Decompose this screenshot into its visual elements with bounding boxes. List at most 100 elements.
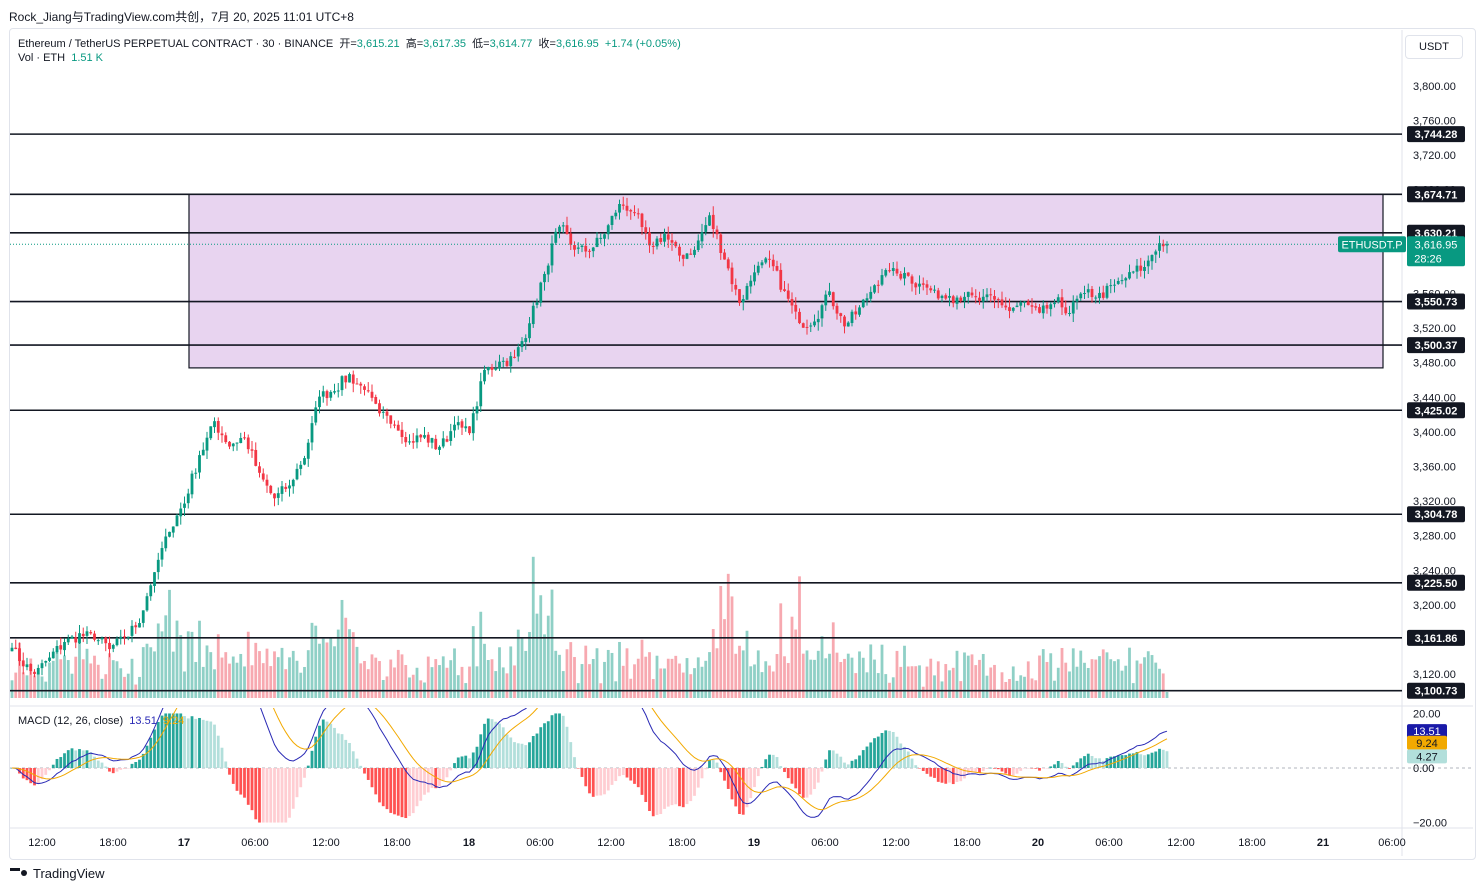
macd-histogram-bar [66,750,70,768]
macd-histogram-bar [1053,764,1056,768]
volume-bar [820,636,824,698]
volume-bar [55,651,59,698]
volume-bar [235,662,239,698]
volume-bar [85,648,89,698]
volume-bar [14,672,18,698]
time-axis-tick: 19 [748,837,760,849]
volume-bar [89,663,93,698]
volume-bar [261,663,265,698]
macd-histogram-bar [340,734,344,768]
volume-bar [194,661,198,698]
macd-histogram-bar [846,764,850,768]
volume-bar [1109,659,1113,698]
volume-bar [246,631,250,698]
volume-label[interactable]: Vol · ETH [18,52,66,64]
volume-bar [453,648,456,698]
macd-histogram-bar [820,768,824,772]
candle-body [194,472,198,474]
macd-histogram-bar [490,719,494,768]
volume-bar [595,648,599,698]
volume-bar [250,665,254,698]
volume-bar [850,657,854,698]
range-box[interactable] [188,193,1384,369]
volume-bar [584,645,588,698]
macd-histogram-bar [1124,755,1128,768]
candle-body [790,299,794,306]
level-label: 3,550.73 [1415,297,1458,309]
candle-body [1086,289,1090,293]
symbol-tag-bg[interactable] [1338,236,1406,253]
candle-body [186,493,190,504]
volume-bar [408,677,411,698]
candle-body [423,435,426,438]
macd-histogram-bar [48,768,51,771]
candle-body [1079,293,1083,299]
candle-body [1019,302,1023,306]
volume-bar [674,655,678,698]
volume-bar [734,653,738,698]
candle-body [303,458,306,465]
macd-histogram-bar [295,768,299,798]
currency-button[interactable]: USDT [1405,35,1463,59]
macd-histogram-bar [790,768,794,784]
macd-axis-tick: 20.00 [1413,708,1441,720]
volume-bar [670,658,674,698]
candle-body [48,657,51,661]
close-value: 3,616.95 [555,38,599,50]
volume-bar [843,658,846,698]
candle-body [629,210,633,212]
candle-body [295,468,299,480]
macd-histogram-bar [1008,768,1011,776]
tradingview-brand[interactable]: TradingView [10,866,105,881]
candle-body [670,240,674,243]
symbol-title[interactable]: Ethereum / TetherUS PERPETUAL CONTRACT ·… [18,38,334,50]
volume-bar [539,595,543,698]
macd-histogram-bar [434,768,438,789]
price-axis-tick: 3,240.00 [1413,565,1456,577]
volume-bar [1000,672,1004,698]
macd-histogram-bar [760,766,764,768]
candle-body [1109,285,1113,287]
candle-body [1053,302,1056,305]
candle-body [1071,301,1075,314]
candle-body [10,647,14,652]
chart-panel[interactable] [9,28,1476,860]
volume-bar [546,615,550,698]
macd-histogram-bar [910,758,914,768]
volume-bar [573,657,576,698]
candle-body [246,437,250,450]
open-value: 3,615.21 [356,38,400,50]
volume-bar [794,629,798,698]
volume-bar [171,651,175,698]
time-axis-tick: 17 [178,837,190,849]
macd-histogram-bar [123,768,126,769]
high-value: 3,617.35 [423,38,466,50]
candle-body [201,449,205,456]
volume-bar [876,673,880,698]
candle-body [1146,260,1150,267]
candle-body [1075,298,1079,302]
candle-body [156,559,160,573]
volume-bar [40,676,44,698]
candle-body [400,429,404,438]
candle-body [678,246,681,256]
macd-histogram-bar [655,768,659,815]
volume-bar [685,658,689,698]
macd-histogram-bar [595,768,599,796]
candle-body [498,361,501,369]
volume-bar [899,666,903,698]
candle-body [1116,281,1120,284]
volume-bar [513,665,516,698]
candle-body [520,341,524,348]
volume-bar [51,660,55,698]
macd-histogram-bar [1079,758,1083,768]
macd-histogram-bar [813,768,816,790]
candle-body [910,276,914,284]
macd-label[interactable]: MACD (12, 26, close) [18,715,124,727]
candle-body [888,270,891,272]
candle-body [280,486,284,494]
candle-body [1139,265,1143,271]
volume-bar [726,573,730,698]
price-axis-tick: 3,200.00 [1413,600,1456,612]
